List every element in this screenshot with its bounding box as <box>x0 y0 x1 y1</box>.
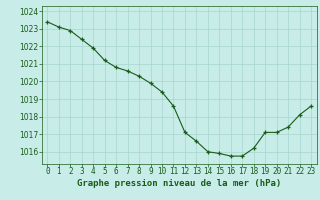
X-axis label: Graphe pression niveau de la mer (hPa): Graphe pression niveau de la mer (hPa) <box>77 179 281 188</box>
